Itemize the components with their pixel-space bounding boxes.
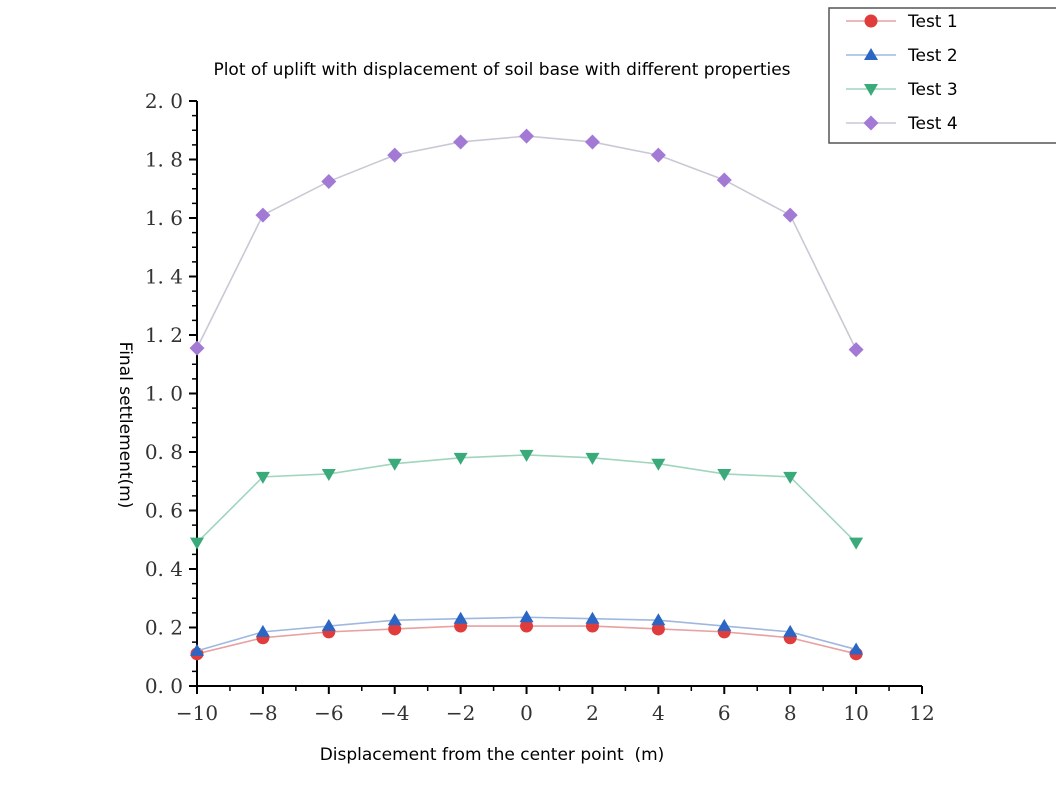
legend: Test 1 Test 2 Test 3 Test 4: [828, 7, 1056, 144]
data-point: [321, 619, 336, 632]
series-2: [190, 610, 864, 656]
y-tick-label: 1. 6: [145, 206, 183, 230]
data-point: [321, 173, 337, 189]
series-3: [190, 449, 864, 550]
legend-item: Test 1: [846, 12, 958, 32]
data-point: [650, 147, 666, 163]
y-tick-label: 1. 4: [145, 265, 183, 289]
y-tick-label: 0. 6: [145, 499, 183, 523]
data-point: [849, 642, 864, 655]
x-tick-label: 10: [843, 701, 868, 725]
data-point: [585, 611, 600, 624]
legend-marker: [864, 14, 878, 28]
data-point: [190, 643, 204, 656]
x-tick-label: 6: [718, 701, 731, 725]
data-point: [519, 449, 534, 462]
data-point: [717, 619, 732, 632]
x-tick-label: 12: [909, 701, 934, 725]
series-1: [190, 619, 863, 661]
legend-label: Test 3: [907, 80, 958, 100]
plot-area: [189, 128, 864, 661]
x-tick-label: 4: [652, 701, 665, 725]
y-tick-label: 0. 8: [145, 440, 183, 464]
data-point: [255, 471, 270, 484]
data-point: [255, 207, 271, 223]
data-point: [717, 468, 732, 481]
legend-marker: [864, 84, 878, 96]
data-point: [453, 611, 468, 624]
x-tick-label: −2: [446, 701, 475, 725]
legend-label: Test 4: [907, 114, 958, 134]
data-point: [651, 458, 666, 471]
x-tick-label: −6: [314, 701, 343, 725]
x-tick-label: −8: [248, 701, 277, 725]
x-tick-label: 0: [520, 701, 533, 725]
data-point: [584, 134, 600, 150]
data-point: [651, 613, 666, 626]
y-tick-label: 1. 8: [145, 148, 183, 172]
data-point: [453, 452, 468, 465]
legend-marker: [863, 115, 879, 131]
data-point: [321, 468, 336, 481]
legend-item: Test 4: [846, 114, 958, 134]
series-line: [196, 135, 857, 350]
legend-marker: [864, 48, 878, 60]
data-point: [189, 340, 205, 356]
data-point: [387, 458, 402, 471]
data-point: [783, 471, 798, 484]
legend-item: Test 2: [846, 46, 958, 66]
data-point: [453, 134, 469, 150]
data-point: [783, 624, 798, 637]
x-tick-label: −10: [176, 701, 218, 725]
data-point: [519, 128, 535, 144]
y-tick-label: 0. 0: [145, 674, 183, 698]
x-axis-title: Displacement from the center point (m): [320, 745, 665, 765]
data-point: [782, 207, 798, 223]
data-point: [190, 537, 204, 550]
data-point: [387, 147, 403, 163]
chart-title: Plot of uplift with displacement of soil…: [213, 60, 790, 80]
series-line: [196, 454, 857, 544]
data-point: [585, 452, 600, 465]
data-point: [519, 610, 534, 623]
data-point: [651, 622, 665, 636]
axes: −10 −8 −6 −4 −2 0 2 4 6 8 10 12 0. 0 0. 2 0. 4 0. 6 0. 8…: [145, 89, 935, 725]
data-point: [388, 622, 402, 636]
data-point: [387, 613, 402, 626]
data-point: [848, 342, 864, 358]
series-4: [189, 128, 864, 358]
y-axis-title: Final settlement(m): [115, 342, 135, 509]
legend-item: Test 3: [846, 80, 958, 100]
data-point: [716, 172, 732, 188]
legend-label: Test 2: [907, 46, 958, 66]
x-tick-label: −4: [380, 701, 409, 725]
data-point: [255, 624, 270, 637]
data-point: [520, 619, 534, 633]
y-tick-label: 0. 4: [145, 557, 183, 581]
x-tick-label: 8: [784, 701, 797, 725]
y-tick-label: 2. 0: [145, 89, 183, 113]
data-point: [849, 537, 864, 550]
y-tick-label: 1. 0: [145, 382, 183, 406]
legend-label: Test 1: [907, 12, 958, 32]
y-tick-label: 1. 2: [145, 323, 183, 347]
y-tick-label: 0. 2: [145, 616, 183, 640]
x-tick-label: 2: [586, 701, 599, 725]
